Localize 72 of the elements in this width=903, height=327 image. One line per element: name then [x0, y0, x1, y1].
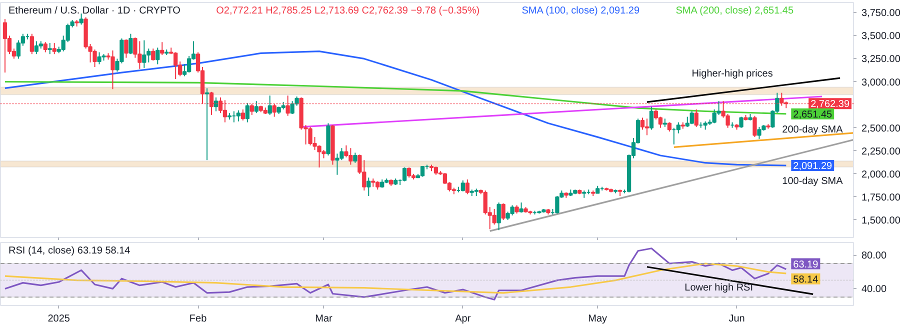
y-tick-label: 3,750.00	[862, 8, 901, 20]
x-tick-label: 2025	[48, 314, 70, 324]
annotation: Higher-high prices	[692, 68, 773, 80]
candlestick	[676, 122, 680, 134]
annotation: 200-day SMA	[782, 124, 844, 136]
candlestick	[142, 40, 146, 68]
chart-title: Ethereum / U.S. Dollar · 1D · CRYPTO	[8, 6, 181, 16]
y-tick-label: 1,500.00	[862, 215, 901, 226]
candlestick	[236, 110, 241, 122]
candlestick	[2, 18, 8, 74]
candlestick	[48, 42, 52, 55]
candlestick	[52, 42, 56, 55]
candlestick	[496, 202, 501, 231]
text: SMA (100, close) 2,091.29	[522, 6, 640, 16]
candlestick	[214, 96, 218, 112]
y-tick-label: 2,500.00	[862, 123, 901, 134]
candlestick	[406, 166, 412, 178]
candlestick	[245, 102, 250, 123]
data-label: 2,091.29	[793, 161, 833, 172]
candlestick	[654, 108, 658, 120]
candlestick	[16, 40, 21, 60]
candlestick	[752, 115, 757, 138]
data-label: 63.19	[793, 259, 819, 270]
candlestick	[186, 55, 192, 74]
x-tick-label: Mar	[315, 314, 334, 324]
candlestick	[465, 178, 470, 195]
y-tick-label: 1,750.00	[862, 192, 901, 204]
y-tick-label: 80.00	[862, 250, 887, 262]
line-series	[4, 80, 787, 115]
y-tick-label: 40.00	[862, 284, 887, 296]
candlestick	[649, 106, 654, 130]
candlestick	[644, 118, 650, 136]
candlestick	[240, 108, 246, 121]
data-label: 2,651.45	[793, 109, 833, 120]
line-series	[4, 262, 787, 294]
candlestick	[690, 110, 694, 125]
candlestick	[30, 33, 34, 55]
x-tick-label: May	[588, 314, 608, 324]
candlestick	[402, 166, 407, 182]
y-tick-label: 3,500.00	[862, 31, 901, 42]
data-label: 58.14	[793, 274, 819, 286]
text: SMA (200, close) 2,651.45	[676, 6, 794, 16]
x-tick-label: Apr	[455, 314, 472, 324]
candlestick	[43, 42, 48, 53]
line-series	[4, 248, 787, 300]
candlestick	[366, 177, 371, 197]
chart-title: RSI (14, close) 63.19 58.14	[8, 246, 131, 256]
candlestick	[151, 48, 156, 62]
candlestick	[79, 13, 84, 26]
candlestick	[268, 95, 272, 116]
chart-subtitle: O2,772.21 H2,785.25 L2,713.69 C2,762.39 −9.78 (−0.35%)	[216, 6, 480, 16]
y-tick-label: 2,000.00	[862, 169, 901, 180]
candlestick	[519, 202, 524, 214]
candlestick	[128, 33, 133, 55]
x-tick-label: Feb	[189, 314, 208, 324]
candlestick	[492, 208, 496, 226]
annotation: Lower high RSI	[684, 282, 754, 294]
candlestick	[156, 47, 160, 65]
candlestick	[124, 38, 128, 58]
y-tick-label: 2,250.00	[862, 146, 901, 158]
candlestick	[160, 42, 164, 56]
candlestick	[640, 117, 645, 130]
candlestick	[254, 100, 258, 114]
y-tick-label: 3,000.00	[862, 77, 901, 88]
candlestick	[353, 152, 358, 164]
candlestick	[694, 108, 698, 128]
ref-line-label: 2,762.39	[810, 99, 850, 110]
candlestick	[501, 202, 506, 220]
x-tick-label: Jun	[728, 314, 745, 324]
y-tick-label: 3,250.00	[862, 54, 901, 66]
annotation: 100-day SMA	[782, 176, 844, 187]
candlestick	[460, 180, 465, 192]
